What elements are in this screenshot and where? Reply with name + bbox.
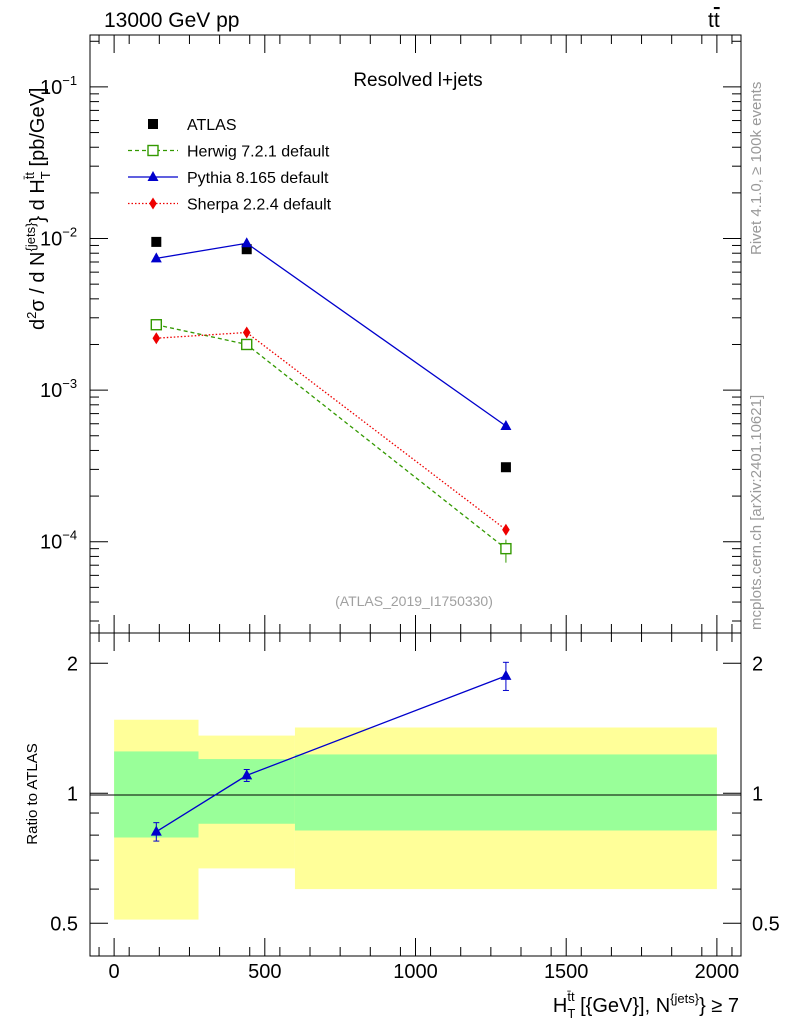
stat-uncertainty-band xyxy=(198,759,295,824)
legend-label: Sherpa 2.2.4 default xyxy=(187,197,332,214)
ratio-y-tick-label-right: 1 xyxy=(752,783,763,805)
ratio-y-tick-label-right: 0.5 xyxy=(752,913,780,935)
legend-label: Herwig 7.2.1 default xyxy=(187,144,330,161)
legend-entry: Herwig 7.2.1 default xyxy=(128,144,330,161)
legend-entry: ATLAS xyxy=(148,117,237,134)
legend-marker xyxy=(149,197,157,210)
analysis-watermark: (ATLAS_2019_I1750330) xyxy=(335,593,493,609)
main-y-tick-mantissa: 10 xyxy=(40,77,62,99)
data-point xyxy=(241,244,252,255)
energy-label: 13000 GeV pp xyxy=(104,9,239,32)
data-point xyxy=(500,542,512,555)
ratio-y-axis-label: Ratio to ATLAS xyxy=(24,743,41,844)
legend-entry: Sherpa 2.2.4 default xyxy=(128,197,332,214)
ylabel-t-sub: T xyxy=(38,171,53,179)
xlabel-rest: [{GeV}], N xyxy=(575,995,671,1017)
ratio-y-tick-label: 1 xyxy=(67,783,78,805)
data-point xyxy=(502,523,510,536)
ylabel-jets-sup: {jets} xyxy=(23,222,38,252)
main-y-tick-mantissa: 10 xyxy=(40,532,62,554)
ratio-point xyxy=(150,825,162,836)
main-y-tick-exponent: −4 xyxy=(62,528,77,543)
legend: ATLAS Herwig 7.2.1 default Pythia 8.165 de… xyxy=(128,117,332,214)
x-tick-label: 2000 xyxy=(695,961,740,983)
ratio-panel: 0.5 0.5 1 1 2 2 0 500 1000 1500 2000 Ratio to ATLA… xyxy=(24,632,780,1021)
x-tick-label: 0 xyxy=(109,961,120,983)
data-point xyxy=(241,338,253,351)
data-point xyxy=(150,319,163,331)
ratio-point xyxy=(500,669,512,680)
ratio-point xyxy=(241,769,253,780)
panel-title: Resolved l+jets xyxy=(353,70,482,91)
legend-label: Pythia 8.165 default xyxy=(187,170,329,187)
main-y-tick-label: 10−4 xyxy=(40,528,77,554)
main-panel: 10−110−210−310−4 Resolved l+jets (ATLAS_… xyxy=(22,34,742,634)
xlabel-jets-sup: {jets} xyxy=(670,991,700,1006)
xlabel-ttbar-sup: t̄t xyxy=(567,989,575,1004)
legend-entry: Pythia 8.165 default xyxy=(128,170,329,187)
ylabel-d-sup: 2 xyxy=(24,312,39,319)
data-point xyxy=(242,326,251,339)
main-y-tick-exponent: −2 xyxy=(62,225,77,240)
data-point xyxy=(151,236,162,247)
stat-uncertainty-band xyxy=(294,754,717,831)
main-y-tick-label: 10−3 xyxy=(40,376,77,402)
svg-text:d2σ / d N{jets}} d HTt̄t [pb/: d2σ / d N{jets}} d HTt̄t [pb/GeV] xyxy=(22,88,53,330)
main-y-tick-mantissa: 10 xyxy=(40,229,62,251)
data-point xyxy=(241,237,253,248)
xlabel-t-sub: T xyxy=(567,1006,575,1021)
ylabel-d: d xyxy=(27,319,49,330)
main-y-tick-mantissa: 10 xyxy=(40,380,62,402)
data-point xyxy=(500,419,512,430)
xlabel-h: H xyxy=(553,995,567,1017)
data-point xyxy=(500,462,511,473)
x-tick-label: 1000 xyxy=(393,961,438,983)
x-tick-label: 500 xyxy=(248,961,281,983)
rivet-label: Rivet 4.1.0, ≥ 100k events xyxy=(748,82,765,255)
x-tick-label: 1500 xyxy=(544,961,589,983)
process-label-t: t xyxy=(708,9,714,32)
main-y-tick-label: 10−2 xyxy=(40,225,77,251)
ylabel-dht: } d H xyxy=(27,179,49,222)
legend-marker xyxy=(147,144,159,157)
x-axis-label: HTt̄t [{GeV}], N{jets}} ≥ 7 xyxy=(553,989,739,1021)
data-point xyxy=(150,252,162,263)
main-y-tick-exponent: −3 xyxy=(62,376,77,391)
process-label-tbar: t xyxy=(714,9,720,32)
legend-label: ATLAS xyxy=(187,117,237,134)
ylabel-ttbar-sup: t̄t xyxy=(22,172,37,180)
process-label: tt xyxy=(708,9,720,32)
data-point xyxy=(152,332,161,345)
series-line-1 xyxy=(156,324,507,550)
legend-marker xyxy=(147,171,159,181)
series-line-3 xyxy=(156,331,507,531)
ratio-y-tick-label: 0.5 xyxy=(50,913,78,935)
ratio-y-tick-label-right: 2 xyxy=(752,653,763,675)
main-y-tick-exponent: −1 xyxy=(62,73,77,88)
legend-marker xyxy=(148,119,158,129)
main-y-axis-label: d2σ / d N{jets}} d HTt̄t [pb/GeV] xyxy=(22,88,53,330)
ylabel-units: [pb/GeV] xyxy=(27,88,49,173)
ratio-y-tick-label: 2 xyxy=(67,653,78,675)
mcplots-label: mcplots.cern.ch [arXiv:2401.10621] xyxy=(748,395,765,630)
ylabel-sigma: σ / d N xyxy=(27,252,49,312)
xlabel-tail: } ≥ 7 xyxy=(699,995,739,1017)
main-y-tick-label: 10−1 xyxy=(40,73,77,99)
ratio-frame xyxy=(89,632,742,957)
